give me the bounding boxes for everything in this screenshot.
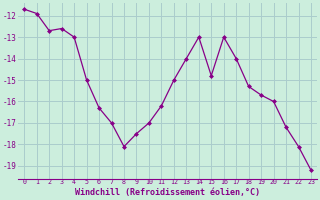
X-axis label: Windchill (Refroidissement éolien,°C): Windchill (Refroidissement éolien,°C) <box>75 188 260 197</box>
